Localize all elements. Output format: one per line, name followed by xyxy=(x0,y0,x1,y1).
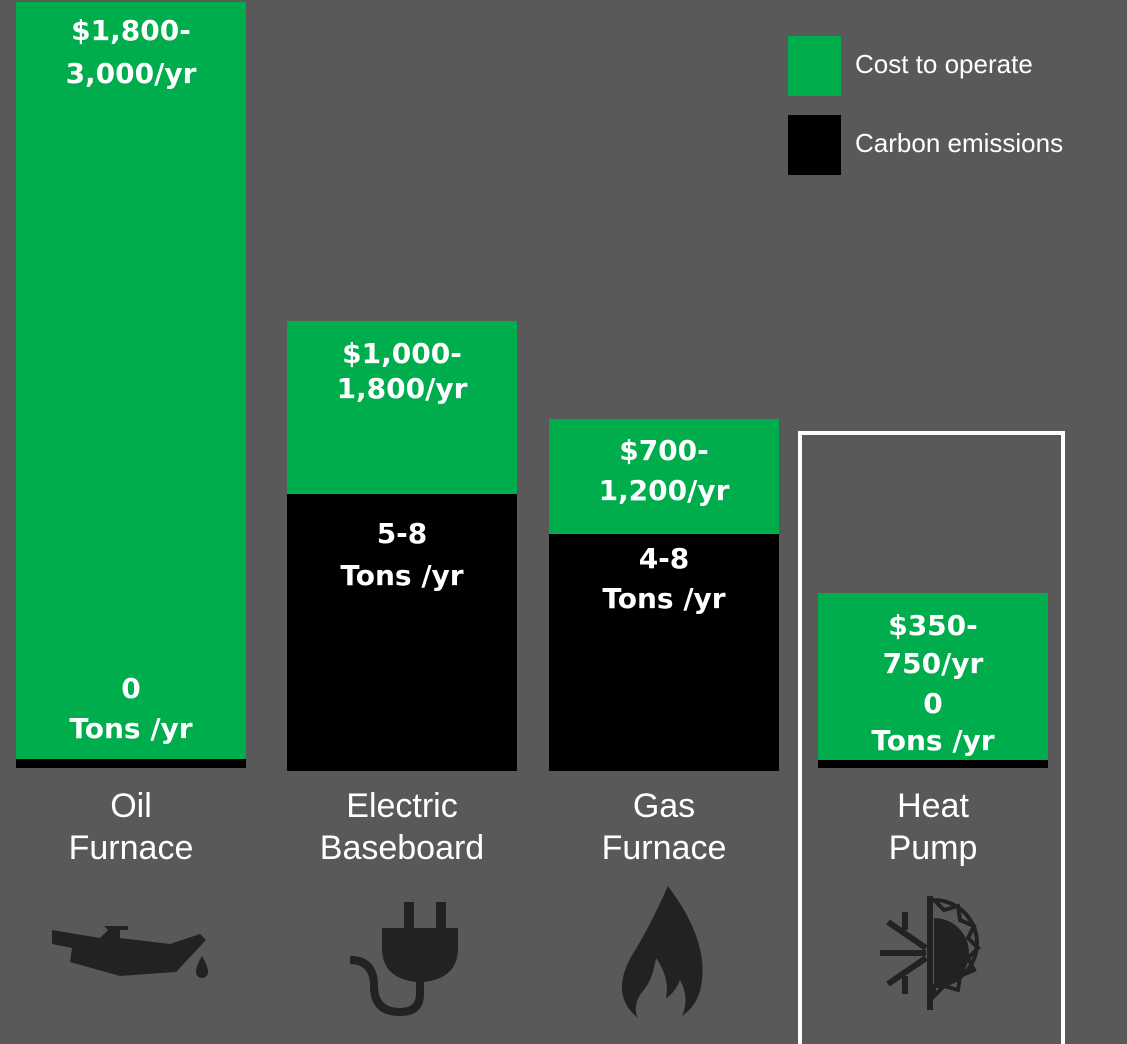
oil-can-icon xyxy=(52,926,206,976)
category-label: Furnace xyxy=(69,829,194,867)
cost-label: 1,800/yr xyxy=(337,372,468,405)
emissions-label: Tons /yr xyxy=(602,582,725,615)
heat-pump-icon xyxy=(880,896,933,1010)
cost-label: $700- xyxy=(619,434,709,467)
sun-icon xyxy=(934,918,969,988)
flame-icon xyxy=(621,886,703,1018)
emissions-label: Tons /yr xyxy=(340,559,463,592)
emissions-label: Tons /yr xyxy=(69,712,192,745)
legend-label: Carbon emissions xyxy=(855,128,1063,158)
emissions-segment xyxy=(287,494,517,771)
emissions-label: 0 xyxy=(121,672,140,705)
emissions-segment xyxy=(818,760,1048,768)
category-label: Electric xyxy=(346,787,457,825)
cost-segment xyxy=(287,321,517,494)
highlight-box xyxy=(798,431,1065,1044)
emissions-label: 0 xyxy=(923,687,942,720)
cost-label: $1,800- xyxy=(71,14,191,47)
category-label: Baseboard xyxy=(320,829,484,867)
emissions-label: 4-8 xyxy=(639,542,690,575)
cost-label: $1,000- xyxy=(342,337,462,370)
cost-segment xyxy=(549,419,779,534)
sun-rays-icon xyxy=(929,897,981,1001)
icons xyxy=(52,886,981,1018)
cost-label: 1,200/yr xyxy=(599,474,730,507)
legend-swatch xyxy=(788,115,841,175)
cost-label: 750/yr xyxy=(883,647,984,680)
oil-drop-icon xyxy=(196,956,208,978)
legend-label: Cost to operate xyxy=(855,49,1033,79)
category-label: Heat xyxy=(897,787,969,825)
plug-icon xyxy=(350,902,458,1016)
emissions-segment xyxy=(549,534,779,771)
emissions-segment xyxy=(16,759,246,768)
emissions-label: 5-8 xyxy=(377,517,428,550)
category-label: Pump xyxy=(889,829,978,867)
category-label: Furnace xyxy=(602,829,727,867)
cost-label: $350- xyxy=(888,609,978,642)
cost-segment xyxy=(818,593,1048,760)
category-label: Gas xyxy=(633,787,695,825)
emissions-label: Tons /yr xyxy=(871,724,994,757)
cost-label: 3,000/yr xyxy=(66,57,197,90)
legend-swatch xyxy=(788,36,841,96)
cost-segment xyxy=(16,2,246,759)
category-label: Oil xyxy=(110,787,152,825)
